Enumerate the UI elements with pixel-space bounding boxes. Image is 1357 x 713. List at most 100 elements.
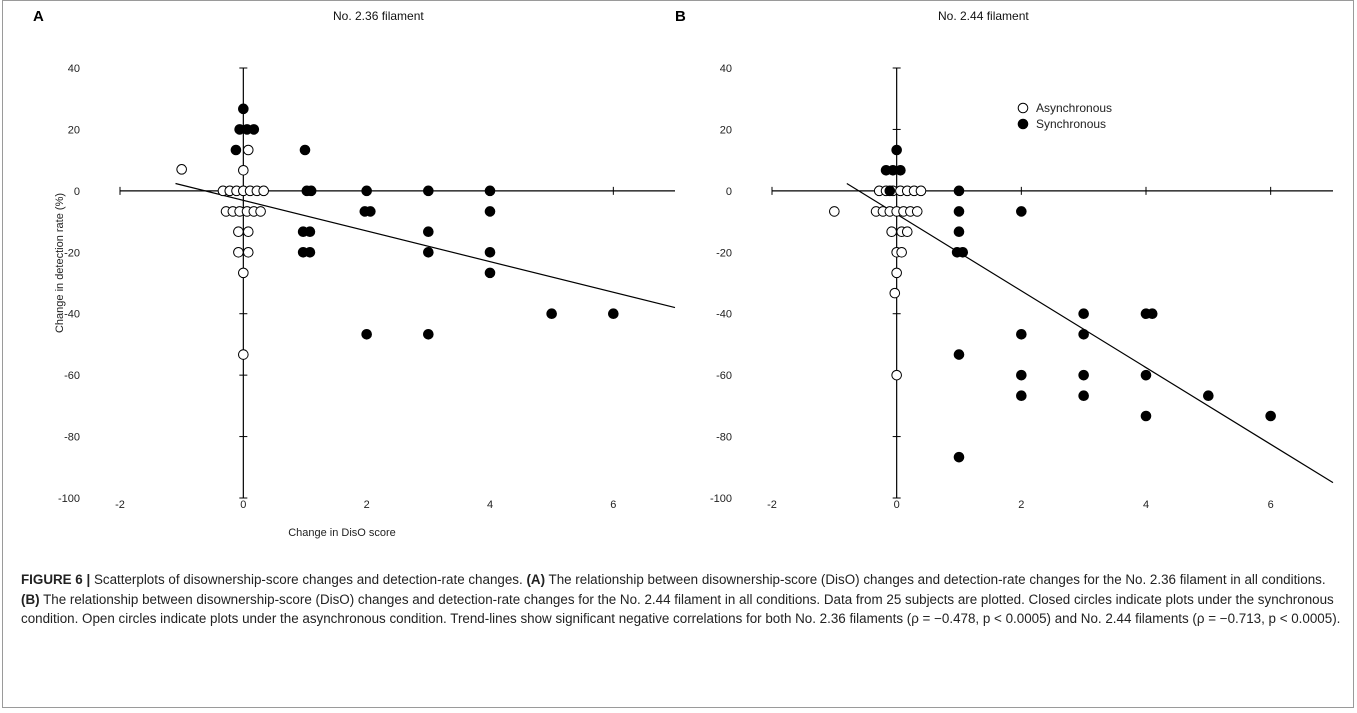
panel-a-x-tick-label: -2	[115, 499, 125, 511]
panel-b-letter: B	[675, 8, 686, 25]
panel-a-asynchronous-point	[233, 246, 244, 258]
panel-a-synchronous-point	[304, 226, 316, 238]
panel-a-y-tick-label: -20	[64, 247, 80, 259]
panel-a-asynchronous-point	[238, 267, 249, 279]
panel-b-synchronous-point	[953, 226, 965, 238]
panel-b-synchronous-point	[1078, 328, 1089, 340]
panel-b-synchronous-point	[1140, 369, 1152, 381]
panel-a-y-tick-label: 20	[68, 124, 80, 136]
panel-b-synchronous-point	[1203, 390, 1214, 402]
panel-a-synchronous-point	[484, 246, 496, 258]
panel-b-asynchronous-point	[886, 226, 897, 238]
legend-label-synchronous: Synchronous	[1036, 117, 1106, 131]
panel-a-chart: A No. 2.36 filament40200-20-40-60-80-100-…	[33, 8, 676, 539]
panel-b-y-tick-label: -60	[716, 370, 732, 382]
charts-canvas: A No. 2.36 filament40200-20-40-60-80-100-…	[33, 8, 1334, 539]
panel-a-synchronous-point	[423, 226, 434, 238]
panel-b-asynchronous-point	[896, 246, 907, 258]
legend-marker-asynchronous	[1017, 102, 1029, 114]
caption-text-3: The relationship between disownership-sc…	[21, 591, 1341, 627]
panel-b-x-tick-label: 4	[1143, 499, 1149, 511]
panel-a-synchronous-point	[423, 328, 434, 340]
panel-b-synchronous-point	[1140, 410, 1152, 422]
panel-a-asynchronous-point	[242, 246, 254, 258]
panel-b-y-tick-label: -20	[716, 247, 732, 259]
panel-b-x-tick-label: -2	[767, 499, 777, 511]
panel-b-synchronous-point	[1078, 390, 1089, 402]
panel-a-synchronous-point	[238, 103, 249, 115]
figure-caption: FIGURE 6 | Scatterplots of disownership-…	[21, 570, 1341, 629]
panel-a-y-tick-label: -80	[64, 432, 80, 444]
panel-b-synchronous-point	[957, 246, 969, 258]
panel-b-y-tick-label: -100	[710, 493, 732, 505]
panel-b-synchronous-point	[884, 185, 896, 197]
panel-b-x-tick-label: 2	[1018, 499, 1024, 511]
caption-text-2: The relationship between disownership-sc…	[545, 572, 1326, 587]
panel-b-synchronous-point	[1078, 369, 1089, 381]
panel-b-synchronous-point	[1016, 328, 1027, 340]
panel-a-synchronous-point	[423, 185, 434, 197]
panel-a-x-axis-label: Change in DisO score	[288, 527, 396, 539]
panel-a-synchronous-point	[608, 308, 619, 320]
panel-b-x-tick-label: 6	[1268, 499, 1274, 511]
panel-b-asynchronous-point	[891, 267, 902, 279]
panel-a-asynchronous-point	[255, 206, 266, 217]
panel-a-synchronous-point	[423, 246, 434, 258]
panel-b-title: No. 2.44 filament	[938, 9, 1029, 23]
panel-b-synchronous-point	[1016, 206, 1027, 217]
panel-a-y-axis-label: Change in detection rate (%)	[54, 193, 66, 333]
panel-a-letter: A	[33, 8, 44, 25]
panel-b-chart: B No. 2.44 filament40200-20-40-60-80-100-…	[675, 8, 1334, 511]
panel-b-synchronous-point	[1016, 390, 1027, 402]
caption-ref-a: (A)	[526, 572, 546, 587]
panel-b-asynchronous-point	[901, 226, 913, 238]
legend-label-asynchronous: Asynchronous	[1036, 101, 1112, 115]
panel-a-synchronous-point	[365, 206, 376, 217]
panel-a-y-tick-label: 0	[74, 186, 80, 198]
panel-a-synchronous-point	[304, 246, 316, 258]
caption-ref-b: (B)	[21, 591, 40, 607]
panel-a-asynchronous-point	[238, 349, 249, 360]
panel-b-synchronous-point	[953, 185, 965, 197]
panel-b-synchronous-point	[953, 206, 965, 217]
panel-b-asynchronous-point	[911, 206, 923, 217]
panel-a-x-tick-label: 0	[240, 499, 246, 511]
panel-b-y-tick-label: 20	[720, 124, 732, 136]
panel-b-synchronous-point	[1078, 308, 1089, 320]
panel-b-y-tick-label: 0	[726, 186, 732, 198]
panel-b-synchronous-point	[953, 349, 965, 360]
panel-a-asynchronous-point	[176, 164, 187, 175]
panel-b-asynchronous-point	[915, 185, 927, 197]
panel-a-asynchronous-point	[258, 185, 269, 197]
panel-a-synchronous-point	[361, 185, 372, 197]
panel-b-asynchronous-point	[891, 369, 902, 381]
caption-text-1: Scatterplots of disownership-score chang…	[90, 572, 527, 587]
panel-a-synchronous-point	[305, 185, 317, 197]
legend-marker-synchronous	[1017, 118, 1029, 130]
panel-b-synchronous-point	[895, 164, 906, 176]
panel-a-synchronous-point	[299, 144, 311, 156]
panel-b-synchronous-point	[1146, 308, 1158, 320]
panel-a-asynchronous-point	[238, 164, 249, 176]
panel-a-y-tick-label: -100	[58, 493, 80, 505]
panel-a-asynchronous-point	[242, 144, 254, 156]
panel-b-asynchronous-point	[889, 287, 901, 299]
panel-b-asynchronous-point	[829, 206, 840, 217]
panel-b-y-tick-label: -40	[716, 309, 732, 321]
panel-a-synchronous-point	[230, 144, 242, 156]
caption-label: FIGURE 6 |	[21, 572, 91, 587]
panel-a-synchronous-point	[361, 328, 372, 340]
panel-a-synchronous-point	[248, 124, 260, 135]
panel-b-synchronous-point	[953, 451, 965, 463]
panel-a-synchronous-point	[546, 308, 557, 320]
panel-b-synchronous-point	[1016, 369, 1027, 381]
panel-a-synchronous-point	[484, 267, 496, 279]
panel-a-y-tick-label: 40	[68, 63, 80, 75]
panel-a-asynchronous-point	[242, 226, 254, 238]
panel-a-x-tick-label: 2	[364, 499, 370, 511]
panel-a-trend-line	[175, 182, 676, 309]
panel-a-synchronous-point	[484, 206, 496, 217]
panel-b-trend-line	[846, 182, 1334, 484]
panel-a-title: No. 2.36 filament	[333, 9, 424, 23]
